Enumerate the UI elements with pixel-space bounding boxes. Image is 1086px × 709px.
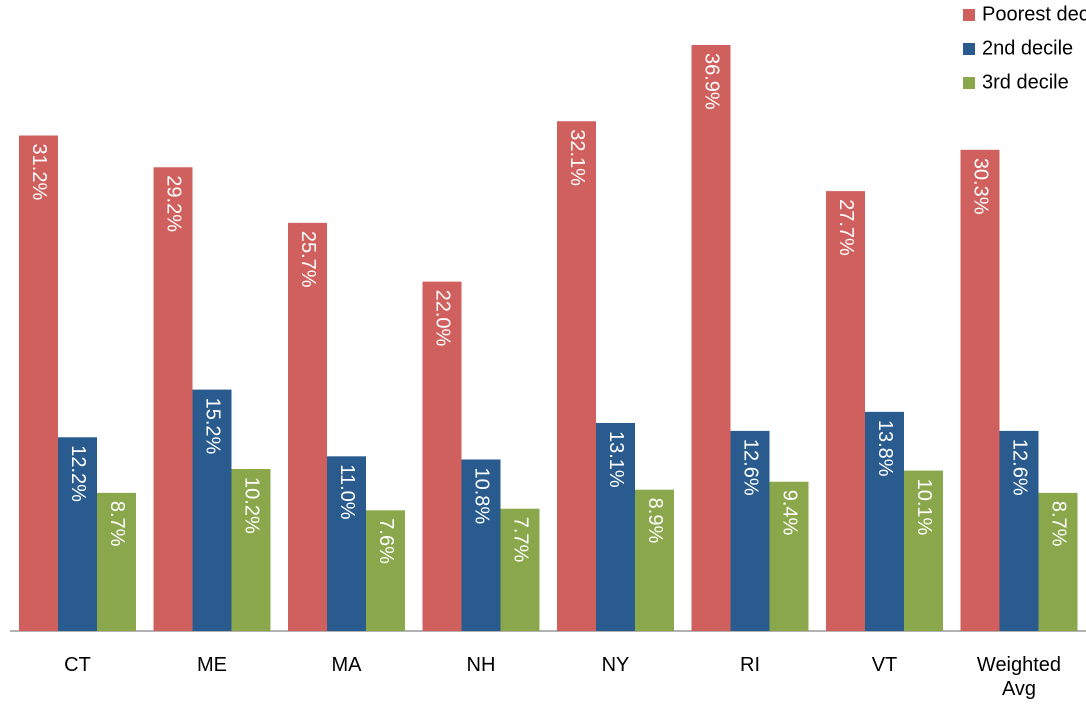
value-label: 25.7% [297,231,319,288]
value-label: 11.0% [336,464,358,519]
bar [500,508,540,631]
value-label: 31.2% [28,144,50,201]
legend-label: 3rd decile [982,71,1069,93]
legend-label: Poorest decile [982,3,1086,25]
value-label: 10.2% [241,477,263,534]
value-label: 27.7% [835,199,857,256]
bar [826,191,865,632]
value-label: 30.3% [970,158,992,215]
legend-swatch [963,43,975,55]
bar [691,45,731,631]
value-label: 22.0% [432,290,454,347]
bar [192,389,232,631]
bar [1038,492,1078,631]
bar [288,222,327,631]
bar [97,492,136,631]
value-label: 15.2% [202,398,224,455]
value-label: 12.2% [67,445,89,502]
value-label: 8.9% [644,498,666,544]
value-label: 12.6% [1009,439,1031,496]
value-label: 10.1% [913,479,935,536]
value-label: 9.4% [779,490,801,536]
bar [865,411,904,631]
bar [730,430,770,631]
bar [422,281,462,631]
value-label: 8.7% [1048,501,1070,547]
legend-swatch [963,9,975,21]
value-label: 7.6% [375,518,397,564]
bar [153,167,193,631]
bar [596,422,635,631]
legend-swatch [963,77,975,89]
bar [960,149,1000,632]
value-label: 29.2% [163,175,185,232]
x-tick-label: ME [197,654,227,676]
value-label: 7.7% [510,517,532,563]
bar [231,469,271,631]
bar [58,437,97,631]
bar [635,489,674,631]
x-tick-label: RI [740,654,760,676]
value-label: 10.8% [471,467,493,524]
bar [366,510,405,631]
bar [769,481,809,631]
value-label: 32.1% [566,129,588,186]
x-tick-label: CT [64,654,91,676]
x-tick-label: Weighted Avg [976,654,1062,700]
bar [19,135,58,631]
bar [999,430,1039,631]
bar [904,470,943,631]
bar [557,121,596,631]
value-label: 12.6% [740,439,762,496]
bar [327,456,366,631]
x-tick-label: VT [871,654,898,676]
x-tick-label: NH [466,654,496,676]
x-tick-label: MA [331,654,362,676]
bar [461,459,501,631]
x-tick-label: NY [601,654,630,676]
legend-label: 2nd decile [982,37,1073,59]
value-label: 36.9% [701,53,723,110]
value-label: 8.7% [106,501,128,547]
value-label: 13.1% [605,431,627,488]
value-label: 13.8% [874,420,896,477]
